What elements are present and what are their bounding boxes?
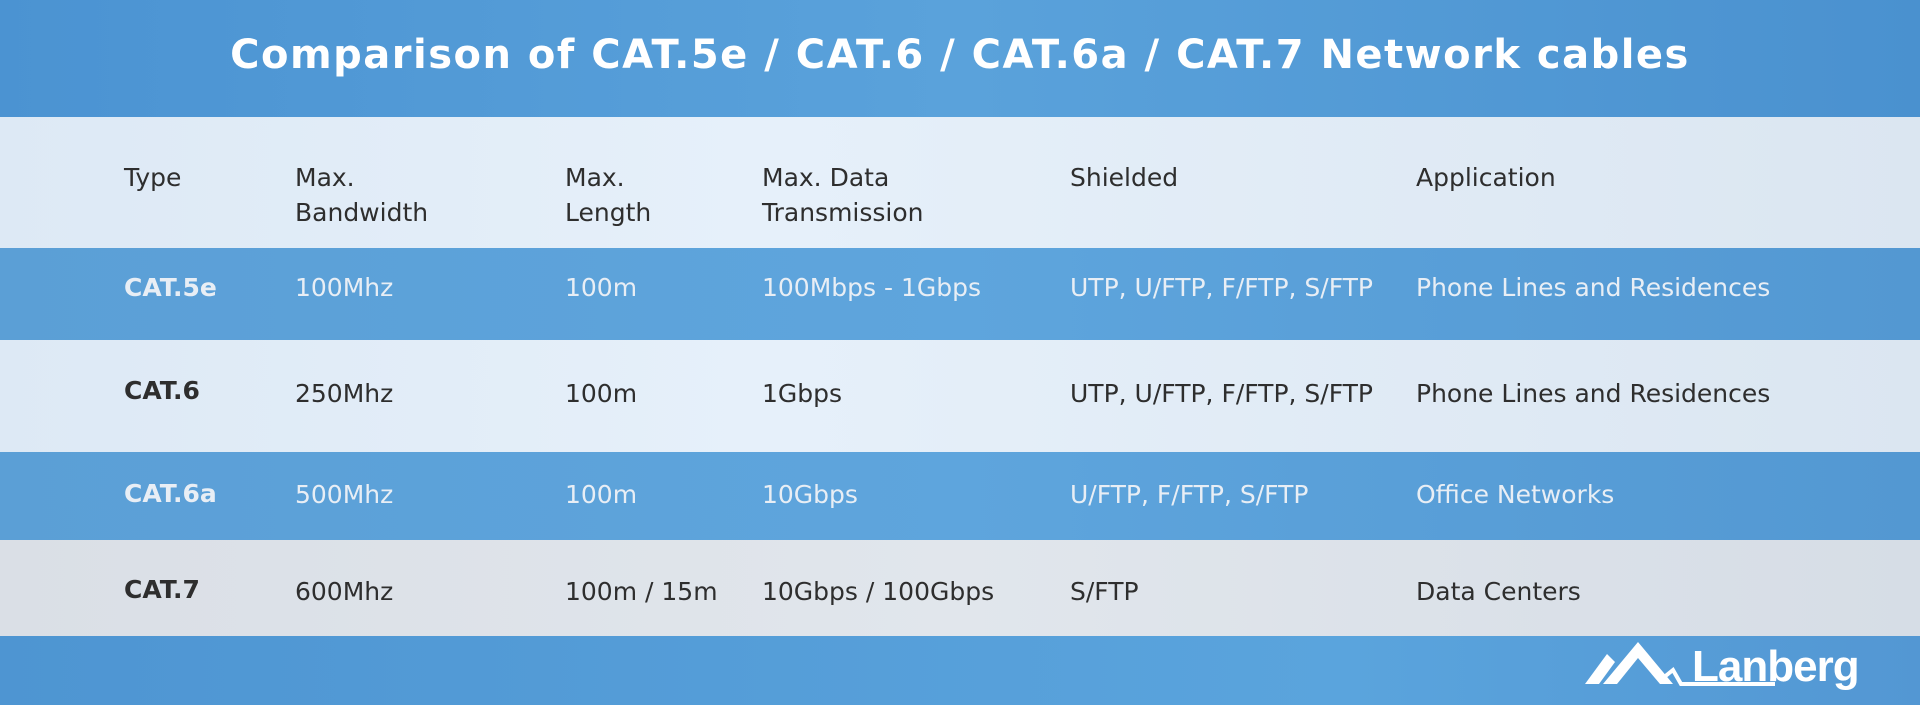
header-label: Max. Data [762,163,890,192]
cell-transmission: 10Gbps [762,480,858,509]
cell-bandwidth: 600Mhz [295,577,394,606]
cell-shielded: UTP, U/FTP, F/FTP, S/FTP [1070,273,1374,302]
cell-bandwidth: 500Mhz [295,480,394,509]
cell-type: CAT.5e [124,273,217,302]
table-row: CAT.5e 100Mhz 100m 100Mbps - 1Gbps UTP, … [0,248,1920,340]
header-label: Max. [565,163,625,192]
cell-transmission: 1Gbps [762,379,843,408]
cell-shielded: UTP, U/FTP, F/FTP, S/FTP [1070,379,1374,408]
cell-shielded: S/FTP [1070,577,1139,606]
table-row: CAT.6a 500Mhz 100m 10Gbps U/FTP, F/FTP, … [0,452,1920,540]
mountain-logo-icon [1585,642,1775,686]
header-type: Type [124,160,181,195]
header-bandwidth: Max. Bandwidth [295,160,428,230]
cell-bandwidth: 100Mhz [295,273,394,302]
header-label: Length [565,198,652,227]
cell-length: 100m / 15m [565,577,718,606]
cell-transmission: 100Mbps - 1Gbps [762,273,982,302]
header-transmission: Max. Data Transmission [762,160,924,230]
table-header-row: Type Max. Bandwidth Max. Length Max. Data T… [0,117,1920,248]
header-shielded: Shielded [1070,160,1178,195]
cell-length: 100m [565,273,638,302]
cell-application: Phone Lines and Residences [1416,379,1771,408]
cell-bandwidth: 250Mhz [295,379,394,408]
cell-length: 100m [565,480,638,509]
page-title: Comparison of CAT.5e / CAT.6 / CAT.6a / … [230,32,1690,78]
table-row: CAT.6 250Mhz 100m 1Gbps UTP, U/FTP, F/FT… [0,340,1920,452]
header-application: Application [1416,160,1556,195]
cell-type: CAT.6a [124,479,217,508]
table-row: CAT.7 600Mhz 100m / 15m 10Gbps / 100Gbps… [0,540,1920,636]
header-label: Max. [295,163,355,192]
header-label: Transmission [762,198,924,227]
cell-application: Office Networks [1416,480,1615,509]
header-label: Shielded [1070,163,1179,192]
cell-application: Phone Lines and Residences [1416,273,1771,302]
cell-type: CAT.6 [124,376,200,405]
title-band [0,0,1920,117]
cell-shielded: U/FTP, F/FTP, S/FTP [1070,480,1309,509]
cell-application: Data Centers [1416,577,1581,606]
cell-length: 100m [565,379,638,408]
header-label: Bandwidth [295,198,429,227]
header-label: Application [1416,163,1556,192]
cell-transmission: 10Gbps / 100Gbps [762,577,995,606]
brand-logo: Lanberg [1692,642,1860,691]
header-length: Max. Length [565,160,651,230]
cell-type: CAT.7 [124,575,200,604]
header-label: Type [124,163,182,192]
